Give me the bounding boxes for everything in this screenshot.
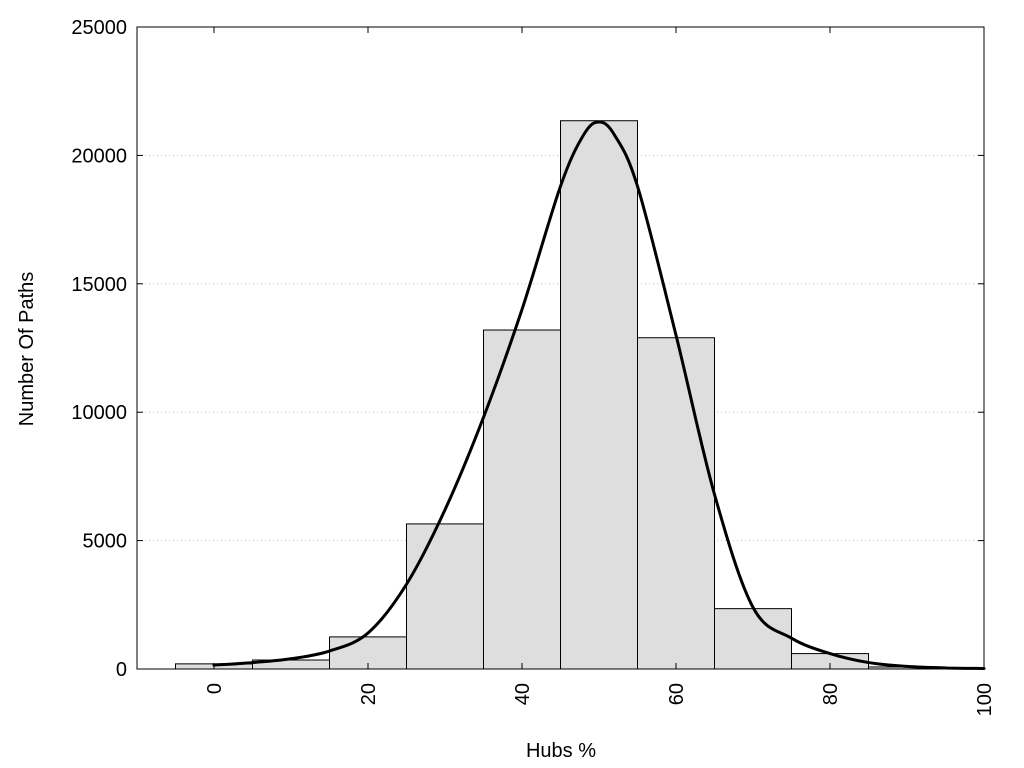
- x-tick-label: 100: [974, 683, 996, 716]
- histogram-bar-50: [560, 120, 638, 670]
- y-tick-label: 5000: [83, 531, 128, 553]
- histogram-bar-40: [483, 329, 561, 670]
- y-axis-label: Number Of Paths: [16, 272, 38, 427]
- y-tick-label: 25000: [71, 17, 127, 39]
- x-tick-label: 0: [204, 683, 226, 694]
- histogram-bar-30: [406, 523, 484, 670]
- y-tick-label: 15000: [71, 274, 127, 296]
- curve-layer: [212, 120, 986, 670]
- x-axis-label: Hubs %: [526, 740, 596, 762]
- histogram-bar-60: [637, 337, 715, 670]
- x-tick-label: 40: [512, 683, 534, 705]
- y-tick-label: 0: [116, 659, 127, 681]
- x-tick-label: 80: [820, 683, 842, 705]
- x-tick-label: 20: [358, 683, 380, 705]
- ticks-layer: 0 5000 10000 15000 20000 25000 0 20 40 60 80 100: [71, 17, 996, 716]
- y-tick-label: 10000: [71, 402, 127, 424]
- bars-layer: [175, 120, 946, 670]
- y-tick-label: 20000: [71, 145, 127, 167]
- x-tick-label: 60: [666, 683, 688, 705]
- histogram-bar-70: [714, 608, 792, 670]
- density-curve: [212, 120, 986, 670]
- plot-frame: [136, 26, 985, 670]
